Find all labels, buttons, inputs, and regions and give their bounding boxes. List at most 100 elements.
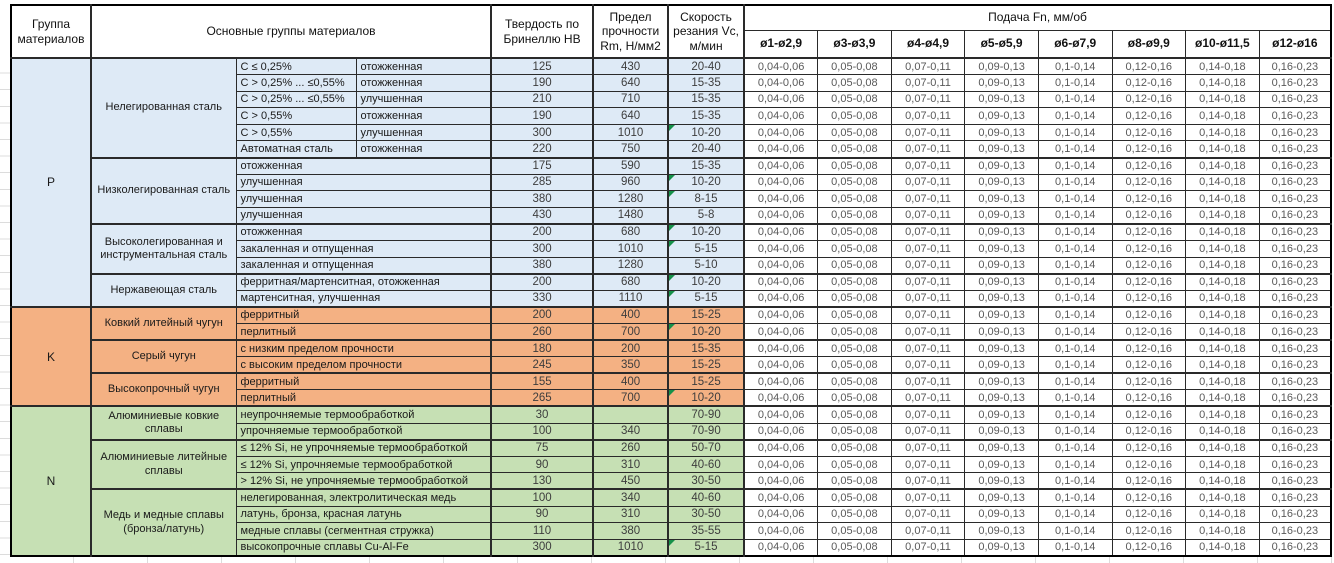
speed-cell[interactable]: 70-90 [667,422,746,441]
hardness-cell[interactable]: 200 [490,272,595,291]
feed-cell[interactable]: 0,1-0,14 [1037,173,1113,192]
feed-cell[interactable]: 0,1-0,14 [1037,272,1113,291]
feed-cell[interactable]: 0,04-0,06 [743,305,819,324]
material-desc-cell[interactable]: упрочняемые термообработкой [235,422,493,441]
feed-cell[interactable]: 0,16-0,23 [1258,190,1332,208]
feed-cell[interactable]: 0,14-0,18 [1185,173,1260,192]
feed-cell[interactable]: 0,12-0,16 [1111,190,1187,208]
feed-cell[interactable]: 0,04-0,06 [743,272,819,291]
strength-cell[interactable]: 310 [592,455,670,474]
feed-cell[interactable]: 0,07-0,11 [890,107,966,125]
speed-cell[interactable]: 10-20 [667,323,746,341]
speed-cell[interactable]: 15-35 [667,74,746,92]
feed-cell[interactable]: 0,04-0,06 [743,140,819,159]
feed-cell[interactable]: 0,14-0,18 [1185,505,1260,524]
hardness-cell[interactable]: 380 [490,256,595,275]
feed-cell[interactable]: 0,09-0,13 [964,256,1039,275]
feed-cell[interactable]: 0,09-0,13 [964,173,1039,192]
header-material-group[interactable]: Группа материалов [10,4,92,59]
material-desc-cell[interactable]: > 12% Si, не упрочняемые термообработкой [235,472,493,490]
speed-cell[interactable]: 10-20 [667,389,746,407]
subgroup-name-cell[interactable]: Низколегированная сталь [90,156,237,225]
feed-cell[interactable]: 0,09-0,13 [964,107,1039,125]
feed-cell[interactable]: 0,12-0,16 [1111,90,1187,109]
feed-cell[interactable]: 0,09-0,13 [964,156,1039,175]
feed-cell[interactable]: 0,16-0,23 [1258,455,1332,474]
feed-cell[interactable]: 0,09-0,13 [964,472,1039,490]
feed-cell[interactable]: 0,05-0,08 [817,90,892,109]
subgroup-name-cell[interactable]: Серый чугун [90,339,237,374]
hardness-cell[interactable]: 155 [490,372,595,391]
feed-cell[interactable]: 0,07-0,11 [890,488,966,507]
feed-cell[interactable]: 0,04-0,06 [743,190,819,208]
header-main-groups[interactable]: Основные группы материалов [90,4,493,59]
feed-cell[interactable]: 0,1-0,14 [1037,240,1113,258]
feed-cell[interactable]: 0,09-0,13 [964,323,1039,341]
feed-cell[interactable]: 0,1-0,14 [1037,455,1113,474]
strength-cell[interactable]: 380 [592,522,670,540]
hardness-cell[interactable]: 130 [490,472,595,490]
material-desc-cell[interactable]: закаленная и отпущенная [235,240,493,258]
strength-cell[interactable]: 700 [592,389,670,407]
strength-cell[interactable]: 400 [592,372,670,391]
feed-cell[interactable]: 0,07-0,11 [890,190,966,208]
feed-cell[interactable]: 0,09-0,13 [964,123,1039,142]
feed-cell[interactable]: 0,16-0,23 [1258,372,1332,391]
feed-cell[interactable]: 0,16-0,23 [1258,123,1332,142]
feed-cell[interactable]: 0,05-0,08 [817,455,892,474]
speed-cell[interactable]: 10-20 [667,272,746,291]
speed-cell[interactable]: 35-55 [667,522,746,540]
strength-cell[interactable]: 680 [592,222,670,242]
feed-cell[interactable]: 0,04-0,06 [743,522,819,540]
feed-cell[interactable]: 0,14-0,18 [1185,140,1260,159]
feed-cell[interactable]: 0,1-0,14 [1037,190,1113,208]
feed-cell[interactable]: 0,16-0,23 [1258,305,1332,324]
feed-cell[interactable]: 0,1-0,14 [1037,405,1113,424]
feed-cell[interactable]: 0,05-0,08 [817,339,892,358]
feed-cell[interactable]: 0,14-0,18 [1185,289,1260,308]
hardness-cell[interactable]: 300 [490,123,595,142]
state-cell[interactable]: отожженная [355,74,493,92]
speed-cell[interactable]: 15-35 [667,90,746,109]
hardness-cell[interactable]: 220 [490,140,595,159]
feed-cell[interactable]: 0,12-0,16 [1111,272,1187,291]
feed-cell[interactable]: 0,12-0,16 [1111,156,1187,175]
feed-cell[interactable]: 0,12-0,16 [1111,455,1187,474]
feed-cell[interactable]: 0,1-0,14 [1037,222,1113,242]
speed-cell[interactable]: 10-20 [667,222,746,242]
header-diameter-range[interactable]: ø12-ø16 [1258,29,1332,59]
feed-cell[interactable]: 0,07-0,11 [890,405,966,424]
speed-cell[interactable]: 70-90 [667,405,746,424]
group-code-cell[interactable]: P [10,57,92,308]
feed-cell[interactable]: 0,1-0,14 [1037,472,1113,490]
strength-cell[interactable]: 1110 [592,289,670,308]
speed-cell[interactable]: 10-20 [667,123,746,142]
state-cell[interactable]: улучшенная [355,123,493,142]
feed-cell[interactable]: 0,1-0,14 [1037,256,1113,275]
material-desc-cell[interactable]: нелегированная, электролитическая медь [235,488,493,507]
feed-cell[interactable]: 0,1-0,14 [1037,422,1113,441]
feed-cell[interactable]: 0,07-0,11 [890,156,966,175]
feed-cell[interactable]: 0,14-0,18 [1185,256,1260,275]
feed-cell[interactable]: 0,05-0,08 [817,190,892,208]
feed-cell[interactable]: 0,05-0,08 [817,538,892,557]
feed-cell[interactable]: 0,1-0,14 [1037,522,1113,540]
header-diameter-range[interactable]: ø3-ø3,9 [817,29,892,59]
feed-cell[interactable]: 0,16-0,23 [1258,323,1332,341]
feed-cell[interactable]: 0,14-0,18 [1185,405,1260,424]
feed-cell[interactable]: 0,09-0,13 [964,438,1039,457]
feed-cell[interactable]: 0,1-0,14 [1037,206,1113,225]
strength-cell[interactable]: 310 [592,505,670,524]
hardness-cell[interactable]: 380 [490,190,595,208]
feed-cell[interactable]: 0,04-0,06 [743,156,819,175]
material-desc-cell[interactable]: закаленная и отпущенная [235,256,493,275]
feed-cell[interactable]: 0,1-0,14 [1037,289,1113,308]
feed-cell[interactable]: 0,12-0,16 [1111,356,1187,374]
hardness-cell[interactable]: 125 [490,57,595,76]
speed-cell[interactable]: 5-10 [667,256,746,275]
feed-cell[interactable]: 0,05-0,08 [817,107,892,125]
hardness-cell[interactable]: 190 [490,74,595,92]
feed-cell[interactable]: 0,16-0,23 [1258,140,1332,159]
feed-cell[interactable]: 0,12-0,16 [1111,472,1187,490]
feed-cell[interactable]: 0,07-0,11 [890,90,966,109]
